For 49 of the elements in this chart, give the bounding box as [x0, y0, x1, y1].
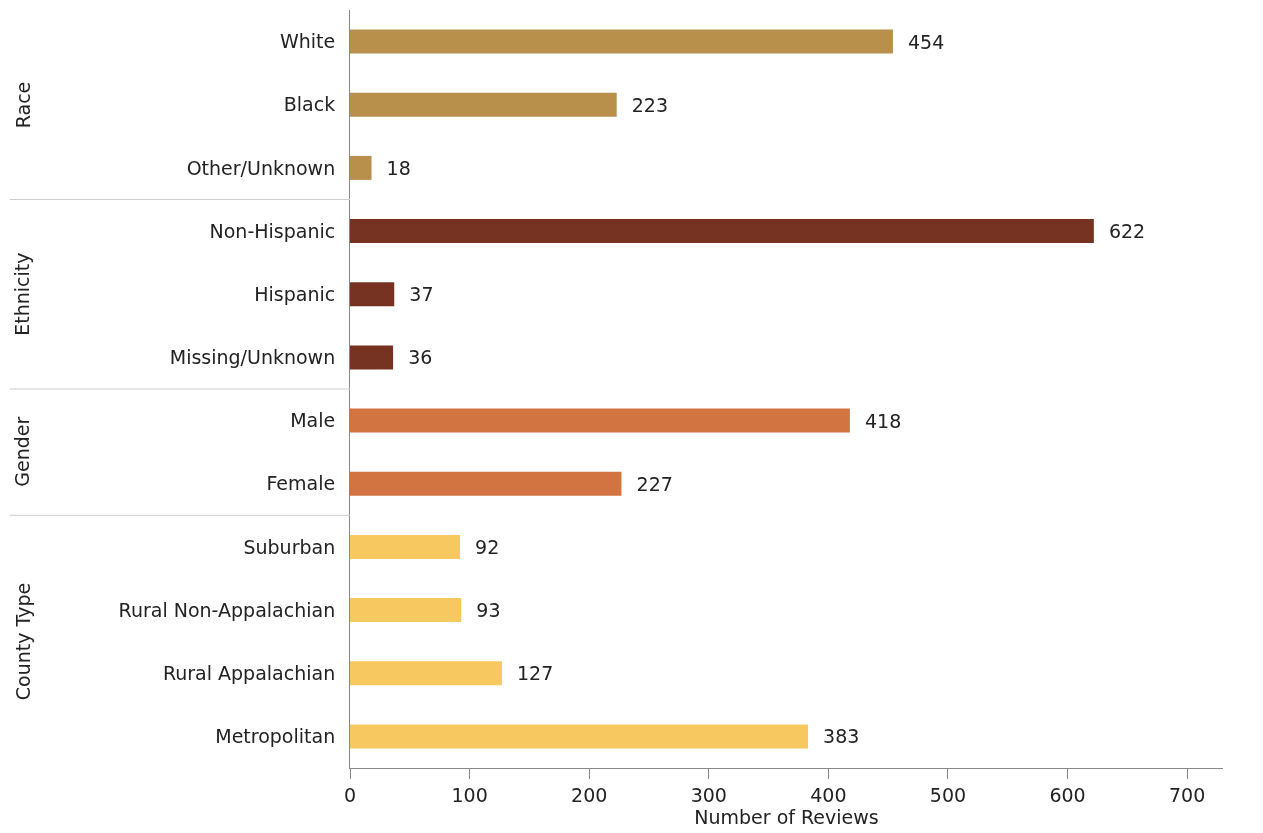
y-tick-label: Rural Non-Appalachian — [118, 598, 336, 621]
y-tick-label: White — [279, 30, 336, 53]
bar — [350, 408, 850, 433]
bar — [350, 345, 394, 370]
data-label: 127 — [504, 662, 554, 685]
y-tick-label: Non-Hispanic — [209, 219, 336, 242]
bar — [350, 724, 809, 749]
y-tick-label: Male — [290, 409, 336, 432]
text: County Type — [11, 582, 34, 701]
bar — [350, 155, 372, 180]
bar — [350, 471, 622, 496]
data-label: 36 — [396, 346, 433, 369]
y-tick-label: Missing/Unknown — [169, 346, 336, 369]
bar — [350, 219, 1094, 244]
bar — [350, 534, 461, 559]
y-tick-label: Rural Appalachian — [162, 661, 336, 684]
text: Ethnicity — [11, 252, 34, 336]
data-label: 454 — [895, 30, 945, 53]
data-label: 37 — [397, 283, 434, 306]
x-tick-label: 600 — [1049, 783, 1086, 806]
text: Race — [11, 81, 34, 129]
x-tick-label: 500 — [929, 783, 967, 806]
bar — [350, 661, 502, 686]
data-label: 383 — [811, 725, 860, 748]
x-axis-title: Number of Reviews — [694, 805, 879, 828]
x-tick-label: 200 — [571, 783, 608, 806]
data-label: 223 — [619, 93, 669, 116]
text: Gender — [11, 416, 34, 487]
x-tick-label: 0 — [343, 783, 357, 806]
data-label: 227 — [624, 472, 673, 495]
data-label: 92 — [463, 535, 500, 558]
y-tick-label: Metropolitan — [215, 725, 336, 748]
bar — [350, 29, 893, 54]
data-label: 622 — [1096, 220, 1146, 243]
y-tick-label: Hispanic — [254, 282, 336, 305]
data-label: 418 — [852, 409, 902, 432]
y-tick-label: Other/Unknown — [186, 156, 336, 179]
bar — [350, 92, 617, 117]
x-tick-label: 400 — [810, 783, 847, 806]
bar — [350, 598, 462, 623]
x-tick-label: 700 — [1168, 783, 1206, 806]
bar — [350, 282, 395, 307]
y-tick-label: Suburban — [243, 535, 336, 558]
data-label: 18 — [374, 156, 411, 179]
x-tick-label: 100 — [451, 783, 488, 806]
data-label: 93 — [464, 599, 501, 622]
y-tick-label: Female — [266, 472, 336, 495]
y-tick-label: Black — [283, 93, 336, 116]
x-tick-label: 300 — [690, 783, 727, 806]
